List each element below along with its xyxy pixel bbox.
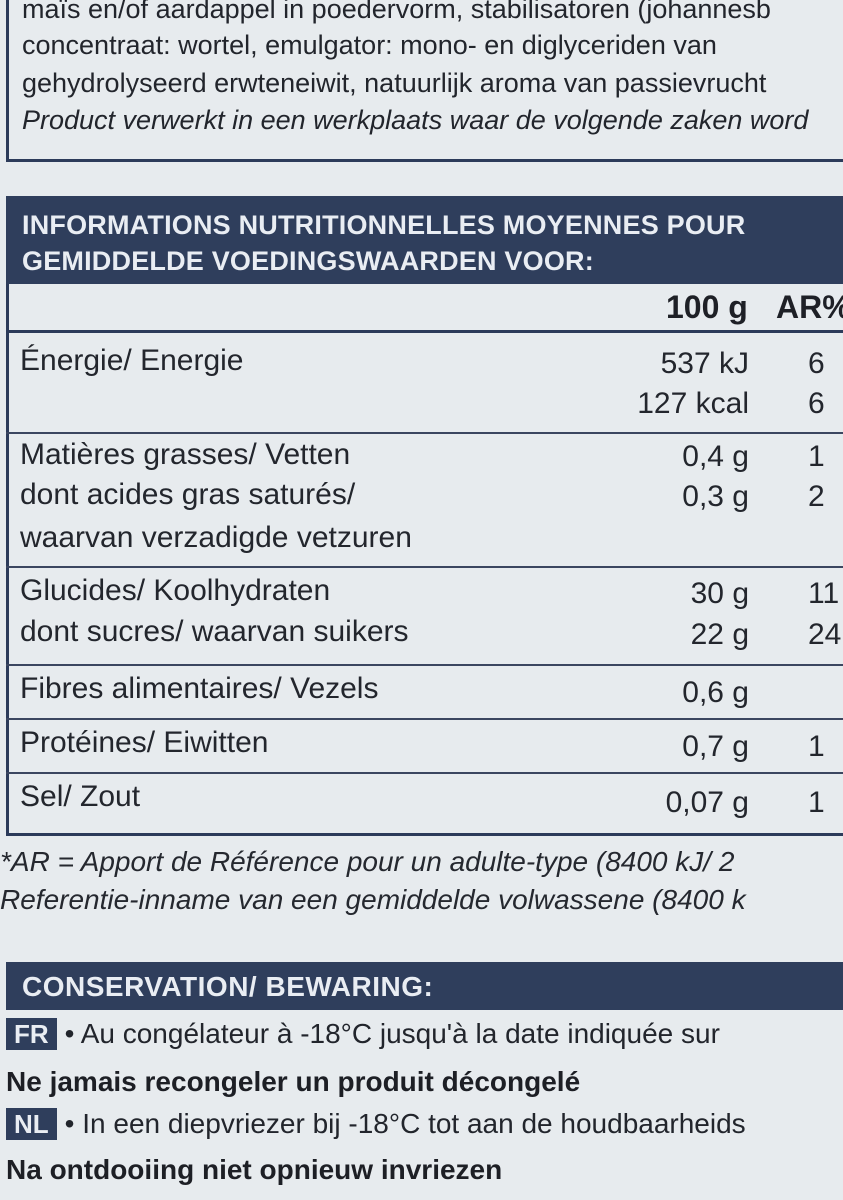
ingredients-line: maïs en/of aardappel in poedervorm, stab… — [22, 0, 771, 24]
ingredients-line: concentraat: wortel, emulgator: mono- en… — [22, 30, 717, 60]
language-badge-nl: NL — [6, 1108, 57, 1140]
value-fat: 0,4 g — [682, 440, 749, 473]
row-label-saturated-nl: waarvan verzadigde vetzuren — [20, 521, 412, 554]
ar-protein: 1 — [808, 730, 825, 763]
ar-fat: 1 — [808, 440, 825, 473]
ar-energy-kj: 6 — [808, 347, 825, 380]
row-label-salt: Sel/ Zout — [20, 780, 141, 813]
table-divider — [6, 664, 843, 666]
value-protein: 0,7 g — [682, 730, 749, 763]
reference-intake-note-nl: Referentie-inname van een gemiddelde vol… — [0, 884, 746, 915]
row-label-fat: Matières grasses/ Vetten — [20, 438, 351, 471]
value-fibre: 0,6 g — [682, 676, 749, 709]
conservation-fr: FR • Au congélateur à -18°C jusqu'à la da… — [6, 1018, 720, 1050]
row-label-energy: Énergie/ Energie — [20, 344, 244, 377]
ar-saturated: 2 — [808, 480, 825, 513]
ar-carbs: 11 — [808, 577, 840, 610]
storage-text-nl: • In een diepvriezer bij -18°C tot aan d… — [64, 1108, 746, 1139]
row-label-sugars: dont sucres/ waarvan suikers — [20, 615, 409, 648]
row-label-protein: Protéines/ Eiwitten — [20, 726, 269, 759]
table-divider — [6, 772, 843, 774]
ar-salt: 1 — [808, 786, 825, 819]
column-header-ar: AR% — [776, 289, 843, 325]
nutrition-table — [6, 284, 843, 836]
reference-intake-note-fr: *AR = Apport de Référence pour un adulte… — [0, 846, 735, 877]
value-carbs: 30 g — [690, 577, 749, 610]
table-divider — [6, 330, 843, 333]
column-header-100g: 100 g — [666, 289, 748, 325]
ar-energy-kcal: 6 — [808, 387, 825, 420]
storage-text-fr: • Au congélateur à -18°C jusqu'à la date… — [64, 1018, 720, 1049]
row-label-saturated: dont acides gras saturés/ — [20, 478, 356, 511]
conservation-nl: NL • In een diepvriezer bij -18°C tot aan… — [6, 1108, 746, 1140]
table-divider — [6, 432, 843, 434]
language-badge-fr: FR — [6, 1018, 57, 1050]
ingredients-line: gehydrolyseerd erwteneiwit, natuurlijk a… — [22, 68, 767, 98]
value-saturated: 0,3 g — [682, 480, 749, 513]
nutrition-header: INFORMATIONS NUTRITIONNELLES MOYENNES PO… — [6, 196, 843, 284]
conservation-title: CONSERVATION/ BEWARING: — [22, 971, 434, 1002]
table-divider — [6, 718, 843, 720]
ingredients-box — [6, 0, 843, 162]
row-label-fibre: Fibres alimentaires/ Vezels — [20, 672, 379, 705]
row-label-carbs: Glucides/ Koolhydraten — [20, 574, 331, 607]
ar-sugars: 24 — [808, 618, 842, 651]
allergen-note: Product verwerkt in een werkplaats waar … — [22, 105, 809, 135]
table-divider — [6, 566, 843, 568]
value-salt: 0,07 g — [665, 786, 749, 819]
refreeze-warning-fr: Ne jamais recongeler un produit décongel… — [6, 1066, 581, 1097]
refreeze-warning-nl: Na ontdooiing niet opnieuw invriezen — [6, 1154, 503, 1185]
value-energy-kj: 537 kJ — [660, 347, 749, 380]
nutrition-title-nl: GEMIDDELDE VOEDINGSWAARDEN VOOR: — [22, 246, 594, 276]
value-sugars: 22 g — [690, 618, 749, 651]
conservation-header: CONSERVATION/ BEWARING: — [6, 962, 843, 1010]
nutrition-title-fr: INFORMATIONS NUTRITIONNELLES MOYENNES PO… — [22, 210, 746, 240]
value-energy-kcal: 127 kcal — [637, 387, 749, 420]
